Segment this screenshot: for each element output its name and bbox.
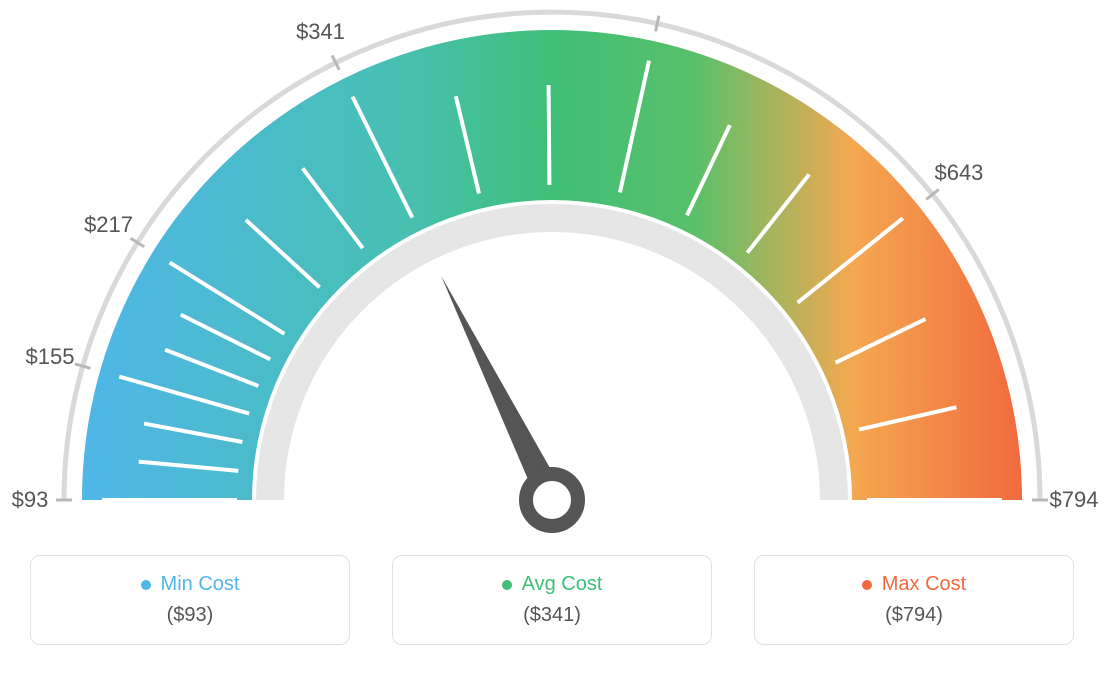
legend-dot-avg [502, 580, 512, 590]
legend-row: Min Cost ($93) Avg Cost ($341) Max Cost … [0, 540, 1104, 660]
tick-label: $643 [934, 160, 983, 186]
legend-label-row: Min Cost [141, 573, 240, 596]
tick-label: $341 [296, 19, 345, 45]
tick-label: $217 [84, 212, 133, 238]
tick-label: $794 [1050, 487, 1099, 513]
legend-card-max: Max Cost ($794) [754, 555, 1074, 645]
legend-value-min: ($93) [167, 604, 214, 627]
legend-label-row: Avg Cost [502, 573, 603, 596]
legend-dot-min [141, 580, 151, 590]
tick-label: $492 [640, 0, 689, 3]
tick-inner [549, 85, 550, 185]
legend-label-min: Min Cost [161, 573, 240, 596]
legend-dot-max [862, 580, 872, 590]
gauge-arc [82, 30, 1022, 500]
cost-gauge: $93 $155 $217 $341 $492 $643 $794 [0, 0, 1104, 540]
tick-outer [75, 364, 90, 368]
legend-value-max: ($794) [885, 604, 943, 627]
legend-card-min: Min Cost ($93) [30, 555, 350, 645]
tick-label: $93 [12, 487, 49, 513]
legend-label-avg: Avg Cost [522, 573, 603, 596]
legend-label-max: Max Cost [882, 573, 966, 596]
legend-card-avg: Avg Cost ($341) [392, 555, 712, 645]
tick-label: $155 [26, 344, 75, 370]
legend-label-row: Max Cost [862, 573, 966, 596]
legend-value-avg: ($341) [523, 604, 581, 627]
tick-outer [656, 16, 659, 32]
gauge-svg [0, 0, 1104, 540]
needle-hub [526, 474, 578, 526]
